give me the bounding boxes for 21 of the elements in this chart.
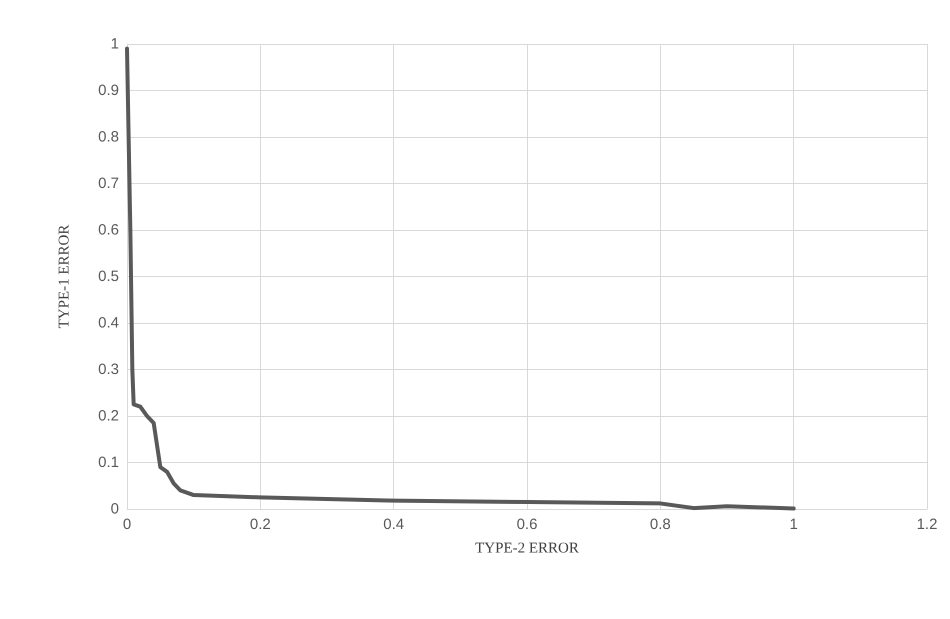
y-tick-label: 0.2: [98, 408, 119, 424]
y-tick-label: 0.8: [98, 128, 119, 146]
x-tick-label: 0.6: [516, 516, 538, 533]
x-tick-label: 0.4: [383, 516, 404, 533]
line-series: [125, 46, 796, 511]
y-tick-label: 0.4: [98, 314, 119, 332]
x-tick-label: 0: [122, 516, 132, 533]
x-tick-label: 1.2: [916, 516, 938, 533]
y-axis-title: TYPE-1 ERROR: [56, 224, 72, 328]
y-tick-label: 0.9: [98, 82, 119, 99]
x-tick-label: 0.2: [250, 516, 271, 533]
y-tick-label: 0.3: [98, 361, 119, 378]
y-tick-label: 1: [110, 36, 119, 52]
y-tick-label: 0.5: [98, 268, 119, 285]
y-tick-label: 0.6: [98, 222, 119, 238]
y-tick-label: 0.7: [98, 175, 119, 192]
y-tick-label: 0.1: [98, 454, 119, 471]
y-tick-label: 0: [110, 500, 119, 518]
x-tick-label: 0.8: [650, 516, 671, 533]
x-tick-label: 1: [789, 516, 798, 533]
x-axis-title: TYPE-2 ERROR: [475, 540, 579, 556]
